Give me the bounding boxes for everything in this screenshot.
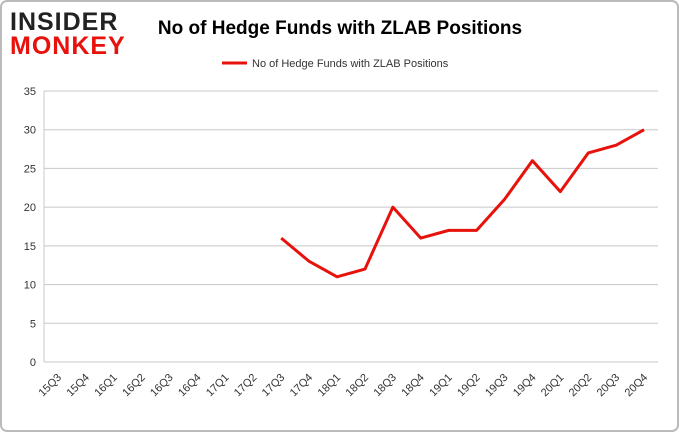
legend-label: No of Hedge Funds with ZLAB Positions xyxy=(252,58,449,70)
y-tick-label: 10 xyxy=(24,280,36,292)
logo-bottom: MONKEY xyxy=(10,32,126,60)
y-tick-label: 5 xyxy=(30,318,36,330)
y-tick-label: 15 xyxy=(24,241,36,253)
line-series xyxy=(280,128,645,279)
y-tick-label: 30 xyxy=(24,125,36,137)
logo-top: INSIDER xyxy=(10,8,118,36)
chart-title: No of Hedge Funds with ZLAB Positions xyxy=(158,18,522,39)
y-tick-label: 25 xyxy=(24,163,36,175)
y-tick-label: 20 xyxy=(24,202,36,214)
y-tick-label: 0 xyxy=(30,357,36,369)
y-tick-label: 35 xyxy=(24,86,36,98)
